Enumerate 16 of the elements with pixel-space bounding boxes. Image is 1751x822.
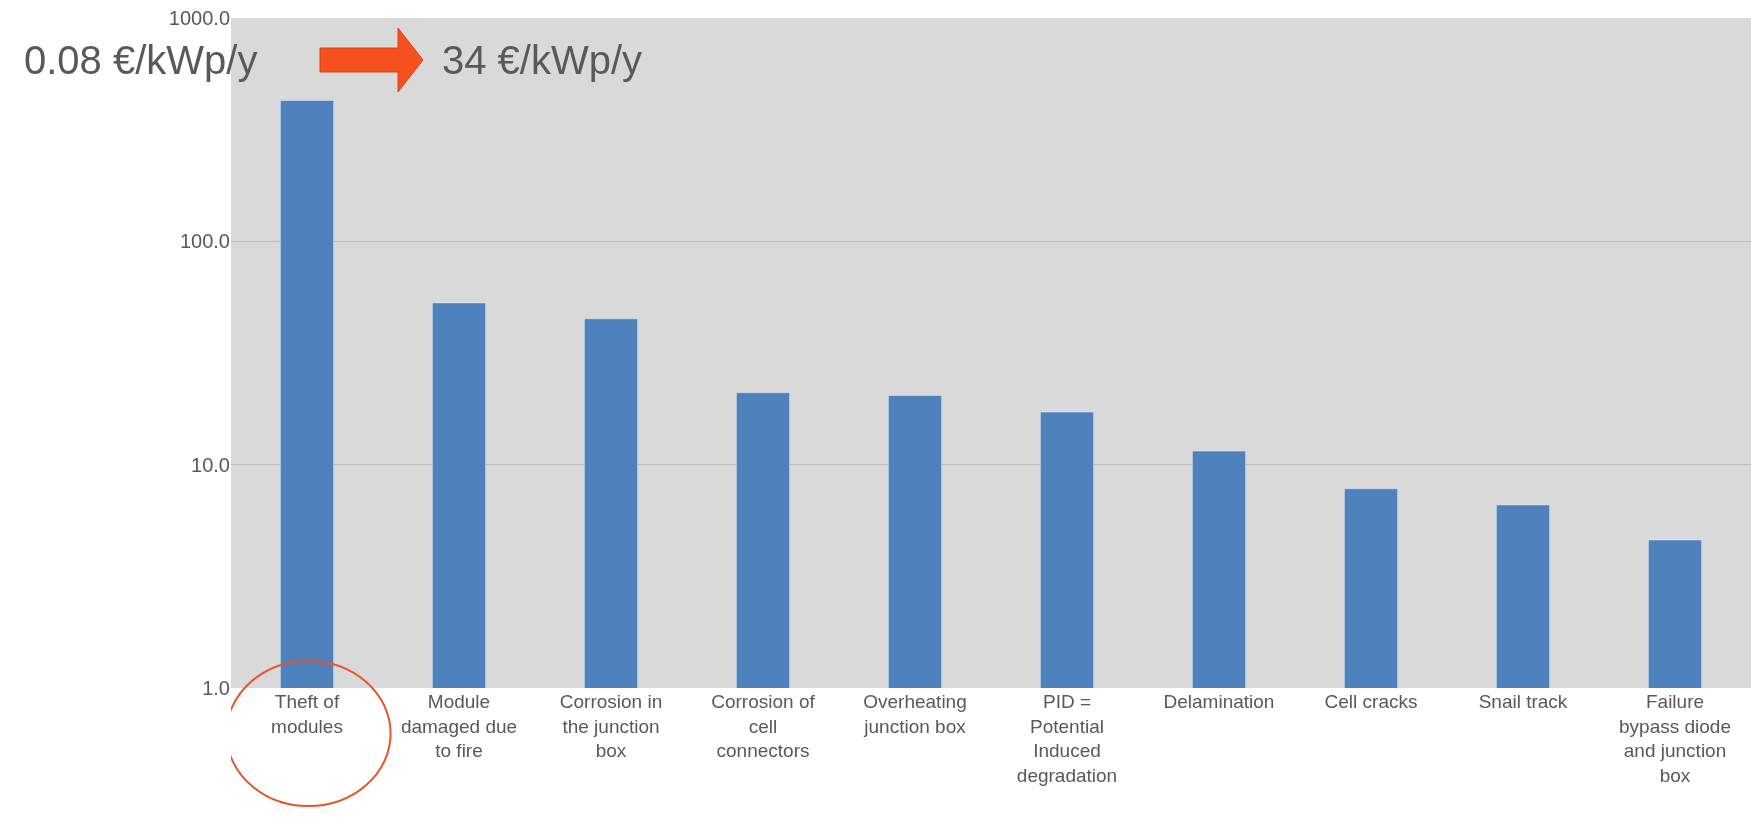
y-tick-label: 10.0 bbox=[191, 453, 230, 476]
y-tick-label: 1.0 bbox=[202, 677, 230, 699]
x-tick-label: Snail track bbox=[1478, 691, 1568, 712]
x-tick-label: Module damaged due to fire bbox=[400, 691, 518, 762]
x-tick-label: Failure bypass diode and junction box bbox=[1619, 691, 1731, 787]
x-tick-label: PID = Potential Induced degradation bbox=[1016, 691, 1118, 787]
y-tick-label: 1000.0 bbox=[168, 7, 230, 29]
x-tick-label: Delamination bbox=[1163, 691, 1275, 712]
y-tick-label: 100.0 bbox=[179, 230, 230, 253]
annotation: 34 €/kWp/y bbox=[442, 38, 643, 82]
x-tick-label: Overheating junction box bbox=[863, 691, 967, 737]
annotation: 0.08 €/kWp/y bbox=[24, 38, 258, 82]
x-tick-label: Cell cracks bbox=[1324, 691, 1418, 712]
x-tick-label: Corrosion of cell connectors bbox=[711, 691, 816, 762]
x-tick-label: Theft of modules bbox=[271, 691, 343, 737]
x-tick-label: Corrosion in the junction box bbox=[559, 691, 663, 762]
